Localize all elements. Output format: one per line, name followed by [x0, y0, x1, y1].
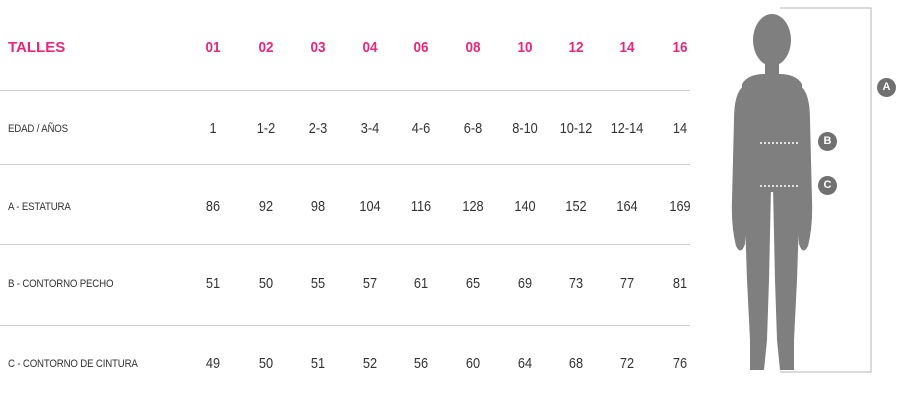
row-divider	[0, 325, 690, 326]
row-divider	[0, 244, 690, 245]
row-label: A - ESTATURA	[8, 201, 71, 213]
table-cell: 56	[413, 355, 429, 372]
table-cell: 81	[672, 275, 688, 292]
size-cell: 03	[310, 39, 326, 56]
table-cell: 60	[465, 355, 481, 372]
marker-b-badge: B	[818, 132, 837, 151]
table-cell: 8-10	[512, 120, 538, 137]
body-measurement-figure: A B C	[720, 0, 900, 401]
size-cell: 04	[362, 39, 378, 56]
table-cell: 57	[362, 275, 378, 292]
table-cell: 128	[462, 198, 484, 215]
child-silhouette-icon	[731, 7, 872, 373]
size-cell: 10	[517, 39, 533, 56]
table-cell: 64	[517, 355, 533, 372]
row-label: C - CONTORNO DE CINTURA	[8, 358, 138, 370]
table-cell: 86	[205, 198, 221, 215]
table-cell: 98	[310, 198, 326, 215]
table-row-chest: B - CONTORNO PECHO 51 50 55 57 61 65 69 …	[0, 264, 700, 304]
row-divider	[0, 90, 690, 91]
table-cell: 55	[310, 275, 326, 292]
table-cell: 6-8	[463, 120, 483, 137]
header-label: TALLES	[8, 39, 66, 56]
table-cell: 152	[565, 198, 587, 215]
table-row-height: A - ESTATURA 86 92 98 104 116 128 140 15…	[0, 187, 700, 227]
table-cell: 104	[359, 198, 381, 215]
table-cell: 12-14	[610, 120, 644, 137]
row-divider	[0, 164, 690, 165]
table-cell: 164	[616, 198, 638, 215]
size-cell: 08	[465, 39, 481, 56]
table-cell: 2-3	[308, 120, 328, 137]
table-cell: 3-4	[360, 120, 380, 137]
size-chart-table: TALLES 01 02 03 04 06 08 10 12 14 16 EDA…	[0, 28, 700, 384]
table-cell: 92	[258, 198, 274, 215]
size-cell: 02	[258, 39, 274, 56]
table-cell: 52	[362, 355, 378, 372]
table-cell: 14	[672, 120, 688, 137]
marker-c-badge: C	[818, 176, 837, 195]
table-cell: 69	[517, 275, 533, 292]
table-cell: 51	[205, 275, 221, 292]
table-cell: 73	[568, 275, 584, 292]
row-label: EDAD / AÑOS	[8, 123, 68, 135]
table-row-age: EDAD / AÑOS 1 1-2 2-3 3-4 4-6 6-8 8-10 1…	[0, 109, 700, 149]
table-cell: 49	[205, 355, 221, 372]
size-cell: 12	[568, 39, 584, 56]
size-cell: 01	[205, 39, 221, 56]
table-cell: 50	[258, 275, 274, 292]
size-cell: 06	[413, 39, 429, 56]
size-cell: 16	[672, 39, 688, 56]
table-cell: 1	[209, 120, 217, 137]
table-cell: 4-6	[411, 120, 431, 137]
table-cell: 77	[619, 275, 635, 292]
table-cell: 140	[514, 198, 536, 215]
table-cell: 10-12	[559, 120, 593, 137]
table-cell: 61	[413, 275, 429, 292]
table-cell: 72	[619, 355, 635, 372]
table-cell: 1-2	[256, 120, 276, 137]
table-cell: 116	[410, 198, 432, 215]
size-cell: 14	[619, 39, 635, 56]
table-header-row: TALLES 01 02 03 04 06 08 10 12 14 16	[0, 28, 700, 68]
table-cell: 65	[465, 275, 481, 292]
table-row-waist: C - CONTORNO DE CINTURA 49 50 51 52 56 6…	[0, 344, 700, 384]
table-cell: 51	[310, 355, 326, 372]
marker-a-badge: A	[877, 78, 896, 97]
height-bracket	[780, 7, 872, 373]
table-cell: 76	[672, 355, 688, 372]
table-cell: 68	[568, 355, 584, 372]
row-label: B - CONTORNO PECHO	[8, 278, 114, 290]
table-cell: 169	[669, 198, 691, 215]
table-cell: 50	[258, 355, 274, 372]
